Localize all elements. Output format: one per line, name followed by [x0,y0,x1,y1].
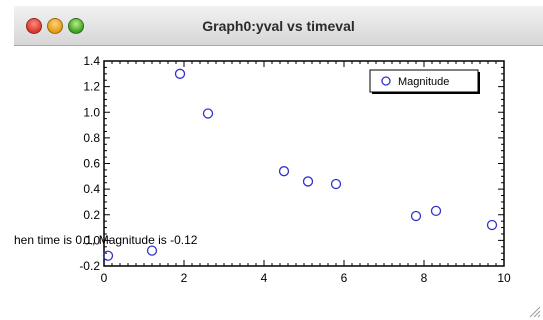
data-point[interactable] [410,210,422,222]
data-point[interactable] [278,166,290,177]
data-point[interactable] [302,176,314,187]
y-tick-label: 1.4 [83,54,100,68]
title-bar[interactable]: Graph0:yval vs timeval [14,6,543,46]
x-tick-label: 0 [101,271,108,285]
y-tick-label: 0.4 [83,182,100,196]
y-tick-label: 0.0 [83,233,100,247]
data-point[interactable] [202,108,214,119]
data-point[interactable] [102,250,114,261]
graph-area[interactable]: -0.2 0.0 0.2 0.4 0.6 0.8 1.0 1.2 1.4 0 2 4 6 8 10 Magn… [14,46,543,320]
minimize-button[interactable] [47,18,63,34]
resize-grip-icon[interactable] [527,304,541,318]
data-point[interactable] [146,245,158,256]
window-title: Graph0:yval vs timeval [202,18,355,34]
data-point[interactable] [486,219,498,231]
scatter-chart[interactable]: -0.2 0.0 0.2 0.4 0.6 0.8 1.0 1.2 1.4 0 2 4 6 8 10 Magn… [14,46,543,320]
data-point[interactable] [330,178,342,190]
cursor-annotation: hen time is 0.1, Magnitude is -0.12 [14,233,198,247]
legend-marker [381,76,391,86]
close-button[interactable] [26,18,42,34]
x-tick-label: 4 [261,271,268,285]
x-tick-label: 10 [497,271,511,285]
data-point[interactable] [174,68,186,79]
y-tick-label: 0.8 [83,131,100,145]
y-tick-label: 1.2 [83,80,100,94]
x-tick-label: 6 [341,271,348,285]
x-tick-label: 8 [421,271,428,285]
y-tick-label: 0.2 [83,208,100,222]
y-tick-label: -0.2 [79,259,100,273]
legend-label: Magnitude [398,76,449,88]
zoom-button[interactable] [68,18,84,34]
data-point[interactable] [430,205,442,217]
graph-window: Graph0:yval vs timeval -0.2 0.0 0.2 0.4 0.6 0… [14,6,543,320]
y-tick-label: 1.0 [83,105,100,119]
legend-box[interactable] [369,69,479,93]
y-tick-label: 0.6 [83,157,100,171]
x-tick-label: 2 [181,271,188,285]
